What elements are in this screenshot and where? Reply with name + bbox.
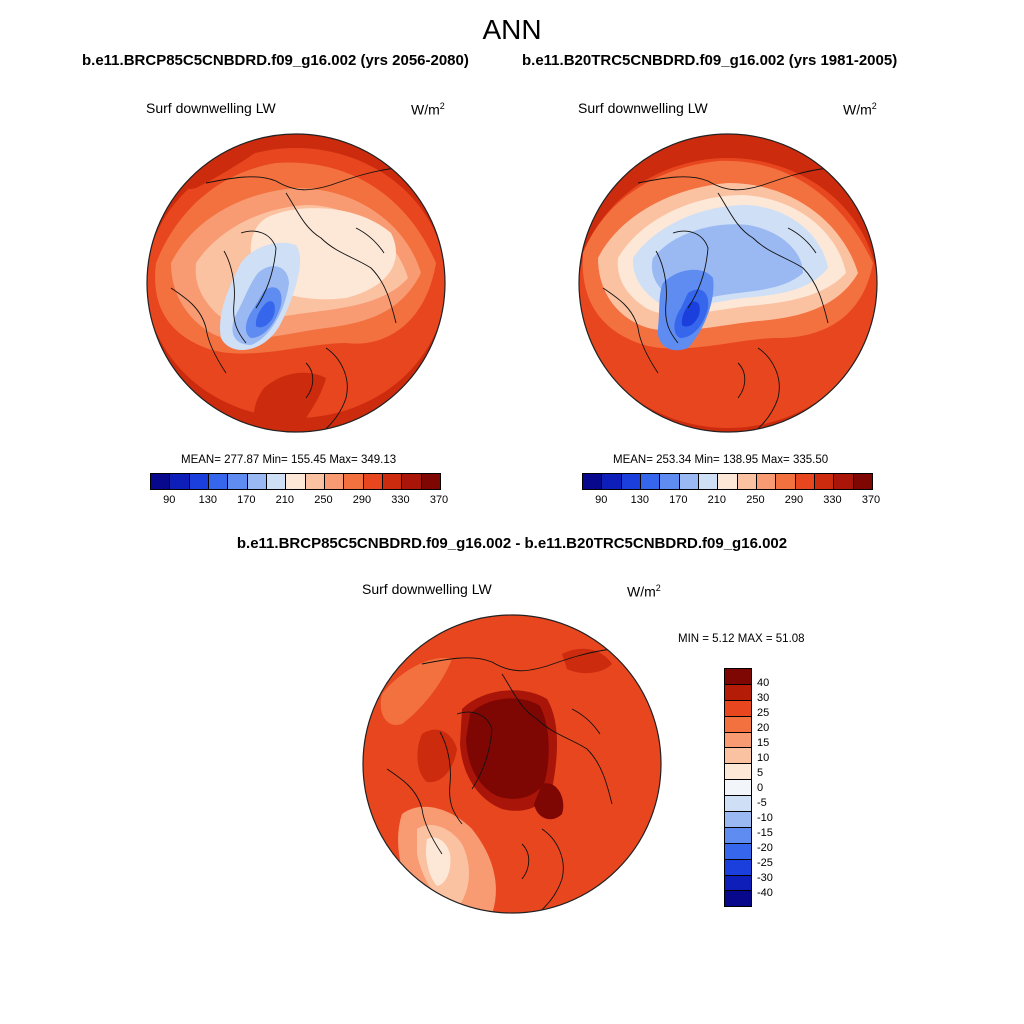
colorbar-swatch bbox=[189, 474, 209, 489]
colorbar-swatch bbox=[324, 474, 345, 489]
colorbar-swatch bbox=[725, 843, 751, 860]
colorbar-tick-label: -40 bbox=[757, 887, 773, 899]
colorbar-swatch bbox=[725, 732, 751, 749]
colorbar-swatch bbox=[228, 474, 248, 489]
colorbar-swatch bbox=[679, 474, 699, 489]
colorbar-tick-label: 25 bbox=[757, 707, 770, 719]
diff-colorbar bbox=[724, 668, 752, 908]
colorbar-tick-label: 210 bbox=[275, 494, 295, 506]
colorbar-tick-label: 330 bbox=[823, 494, 842, 506]
colorbar-tick-label: 20 bbox=[757, 722, 770, 734]
colorbar-tick-label: 130 bbox=[198, 494, 217, 506]
colorbar-swatch bbox=[725, 684, 751, 701]
colorbar-swatch bbox=[776, 474, 796, 489]
figure-title: ANN bbox=[482, 14, 542, 45]
colorbar-tick-label: -5 bbox=[757, 797, 767, 809]
colorbar-tick-label: -30 bbox=[757, 872, 773, 884]
colorbar-swatch bbox=[725, 780, 751, 797]
colorbar-tick-label: 170 bbox=[237, 494, 256, 506]
colorbar-swatch bbox=[725, 700, 751, 717]
colorbar-swatch bbox=[151, 474, 171, 489]
colorbar-swatch bbox=[402, 474, 422, 489]
diff-unit-label: W/m2 bbox=[627, 583, 661, 600]
colorbar-swatch bbox=[266, 474, 287, 489]
colorbar-tick-label: 250 bbox=[746, 494, 765, 506]
colorbar-tick-label: -15 bbox=[757, 827, 773, 839]
left-colorbar bbox=[150, 473, 441, 490]
colorbar-swatch bbox=[382, 474, 403, 489]
colorbar-swatch bbox=[795, 474, 815, 489]
colorbar-tick-label: 40 bbox=[757, 677, 770, 689]
left-case-title: b.e11.BRCP85C5CNBDRD.f09_g16.002 (yrs 20… bbox=[82, 52, 469, 69]
diff-polar-map bbox=[362, 614, 662, 914]
colorbar-swatch bbox=[725, 827, 751, 844]
colorbar-swatch bbox=[208, 474, 229, 489]
colorbar-swatch bbox=[725, 796, 751, 813]
colorbar-swatch bbox=[725, 859, 751, 876]
diff-variable-label: Surf downwelling LW bbox=[362, 581, 492, 597]
left-unit-label: W/m2 bbox=[411, 101, 445, 118]
colorbar-tick-label: 290 bbox=[784, 494, 804, 506]
colorbar-swatch bbox=[725, 748, 751, 765]
colorbar-swatch bbox=[640, 474, 661, 489]
difference-title: b.e11.BRCP85C5CNBDRD.f09_g16.002 - b.e11… bbox=[236, 535, 788, 552]
colorbar-swatch bbox=[725, 812, 751, 828]
colorbar-tick-label: 30 bbox=[757, 692, 770, 704]
colorbar-tick-label: 0 bbox=[757, 782, 764, 794]
right-unit-label: W/m2 bbox=[843, 101, 877, 118]
colorbar-tick-label: 130 bbox=[630, 494, 649, 506]
colorbar-tick-label: 250 bbox=[314, 494, 333, 506]
colorbar-swatch bbox=[602, 474, 622, 489]
colorbar-swatch bbox=[814, 474, 835, 489]
right-stats-label: MEAN= 253.34 Min= 138.95 Max= 335.50 bbox=[613, 454, 829, 466]
colorbar-swatch bbox=[247, 474, 267, 489]
colorbar-tick-label: -25 bbox=[757, 857, 773, 869]
colorbar-swatch bbox=[834, 474, 854, 489]
colorbar-swatch bbox=[305, 474, 325, 489]
colorbar-swatch bbox=[583, 474, 603, 489]
colorbar-swatch bbox=[698, 474, 719, 489]
colorbar-swatch bbox=[725, 669, 751, 685]
colorbar-tick-label: 210 bbox=[707, 494, 727, 506]
right-polar-map bbox=[578, 133, 878, 433]
colorbar-swatch bbox=[718, 474, 738, 489]
colorbar-swatch bbox=[853, 474, 872, 489]
colorbar-tick-label: -20 bbox=[757, 842, 773, 854]
colorbar-swatch bbox=[725, 716, 751, 733]
colorbar-tick-label: 330 bbox=[391, 494, 410, 506]
colorbar-tick-label: 10 bbox=[757, 752, 770, 764]
colorbar-tick-label: 90 bbox=[595, 494, 608, 506]
colorbar-swatch bbox=[756, 474, 777, 489]
right-variable-label: Surf downwelling LW bbox=[578, 100, 708, 116]
colorbar-swatch bbox=[621, 474, 641, 489]
colorbar-swatch bbox=[725, 891, 751, 907]
colorbar-tick-label: 370 bbox=[429, 494, 449, 506]
left-variable-label: Surf downwelling LW bbox=[146, 100, 276, 116]
colorbar-tick-label: 5 bbox=[757, 767, 764, 779]
colorbar-swatch bbox=[660, 474, 680, 489]
colorbar-swatch bbox=[725, 764, 751, 781]
colorbar-swatch bbox=[363, 474, 383, 489]
right-case-title: b.e11.B20TRC5CNBDRD.f09_g16.002 (yrs 198… bbox=[522, 52, 898, 69]
colorbar-swatch bbox=[737, 474, 757, 489]
colorbar-swatch bbox=[344, 474, 364, 489]
colorbar-swatch bbox=[170, 474, 190, 489]
colorbar-tick-label: 290 bbox=[352, 494, 372, 506]
diff-stats-label: MIN = 5.12 MAX = 51.08 bbox=[678, 633, 805, 645]
left-stats-label: MEAN= 277.87 Min= 155.45 Max= 349.13 bbox=[181, 454, 397, 466]
colorbar-swatch bbox=[421, 474, 440, 489]
colorbar-swatch bbox=[725, 875, 751, 892]
colorbar-tick-label: 370 bbox=[861, 494, 881, 506]
left-polar-map bbox=[146, 133, 446, 433]
colorbar-tick-label: -10 bbox=[757, 812, 773, 824]
colorbar-swatch bbox=[286, 474, 306, 489]
colorbar-tick-label: 90 bbox=[163, 494, 176, 506]
colorbar-tick-label: 15 bbox=[757, 737, 770, 749]
right-colorbar bbox=[582, 473, 873, 490]
colorbar-tick-label: 170 bbox=[669, 494, 688, 506]
